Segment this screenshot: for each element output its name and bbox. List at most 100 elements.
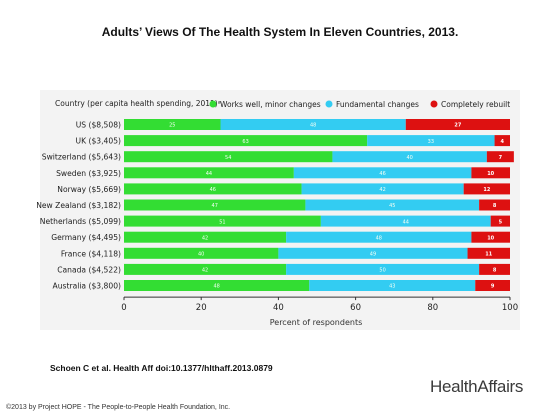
data-label-norway-works-well-minor-changes: 46 <box>210 187 216 193</box>
data-label-norway-completely-rebuilt: 12 <box>483 187 490 193</box>
data-label-norway-fundamental-changes: 42 <box>379 187 385 193</box>
data-label-germany-works-well-minor-changes: 42 <box>202 235 208 241</box>
legend-swatch-rebuilt <box>430 100 438 108</box>
bar-new-zealand-fundamental-changes <box>305 199 480 211</box>
bar-canada-works-well-minor-changes <box>124 263 287 275</box>
data-label-france-works-well-minor-changes: 40 <box>198 252 204 258</box>
bar-australia-completely-rebuilt <box>475 280 510 291</box>
y-tick-label-australia: Australia ($3,800) <box>53 282 122 291</box>
bar-sweden-completely-rebuilt <box>471 167 510 179</box>
bar-uk-works-well-minor-changes <box>124 135 368 147</box>
data-label-sweden-works-well-minor-changes: 44 <box>206 171 212 177</box>
legend-label-fundamental: Fundamental changes <box>336 100 419 109</box>
data-label-netherlands-works-well-minor-changes: 51 <box>219 219 225 225</box>
data-label-uk-fundamental-changes: 33 <box>428 139 434 145</box>
y-tick-label-canada: Canada ($4,522) <box>57 265 121 274</box>
bar-sweden-fundamental-changes <box>293 167 472 179</box>
data-label-canada-fundamental-changes: 50 <box>379 268 385 274</box>
bar-france-works-well-minor-changes <box>124 247 279 259</box>
bar-switzerland-works-well-minor-changes <box>124 151 333 163</box>
bar-switzerland-completely-rebuilt <box>486 151 514 163</box>
data-label-canada-works-well-minor-changes: 42 <box>202 268 208 274</box>
bar-netherlands-completely-rebuilt <box>490 215 510 227</box>
x-axis-label: Percent of respondents <box>270 318 363 327</box>
bar-new-zealand-completely-rebuilt <box>479 199 510 211</box>
stacked-bar-chart: Country (per capita health spending, 201… <box>36 90 520 330</box>
bar-france-fundamental-changes <box>278 247 468 259</box>
bar-uk-completely-rebuilt <box>494 135 510 147</box>
bar-canada-completely-rebuilt <box>479 263 510 275</box>
bar-germany-fundamental-changes <box>286 231 472 243</box>
legend-label-works-well: Works well, minor changes <box>220 100 321 109</box>
bar-australia-works-well-minor-changes <box>124 280 310 291</box>
legend-label-rebuilt: Completely rebuilt <box>441 100 510 109</box>
data-label-switzerland-completely-rebuilt: 7 <box>499 155 503 161</box>
data-label-new-zealand-completely-rebuilt: 8 <box>493 203 497 209</box>
x-tick-label-0: 0 <box>121 303 126 313</box>
data-label-canada-completely-rebuilt: 8 <box>493 268 497 274</box>
data-label-uk-works-well-minor-changes: 63 <box>242 139 248 145</box>
data-label-australia-fundamental-changes: 43 <box>389 284 395 290</box>
x-tick-label-60: 60 <box>350 303 361 313</box>
copyright-notice: ©2013 by Project HOPE - The People-to-Pe… <box>6 404 231 411</box>
bar-us-completely-rebuilt <box>405 119 510 130</box>
bar-norway-completely-rebuilt <box>463 183 510 195</box>
legend-swatch-works-well <box>209 100 217 108</box>
x-axis: 0 20 40 60 80 100 <box>121 296 518 313</box>
bar-germany-completely-rebuilt <box>471 231 510 243</box>
bar-us-fundamental-changes <box>220 119 406 130</box>
bars-group: 25 48 27 63 33 4 54 40 7 44 46 10 46 42 12 47 45 8 51 44 5 42… <box>124 119 514 291</box>
x-tick-label-80: 80 <box>427 303 438 313</box>
bar-france-completely-rebuilt <box>467 247 510 259</box>
data-label-us-works-well-minor-changes: 25 <box>169 123 175 129</box>
data-label-us-completely-rebuilt: 27 <box>454 123 461 129</box>
x-tick-label-40: 40 <box>273 303 284 313</box>
data-label-france-completely-rebuilt: 11 <box>485 252 492 258</box>
data-label-netherlands-fundamental-changes: 44 <box>403 219 409 225</box>
y-tick-label-germany: Germany ($4,495) <box>51 233 121 242</box>
y-tick-label-norway: Norway ($5,669) <box>57 185 121 194</box>
bar-germany-works-well-minor-changes <box>124 231 287 243</box>
data-label-netherlands-completely-rebuilt: 5 <box>499 219 503 225</box>
y-tick-label-new-zealand: New Zealand ($3,182) <box>36 201 121 210</box>
data-label-australia-completely-rebuilt: 9 <box>491 284 495 290</box>
x-tick-label-20: 20 <box>196 303 207 313</box>
bar-australia-fundamental-changes <box>309 280 476 291</box>
y-tick-label-uk: UK ($3,405) <box>76 137 121 146</box>
data-label-us-fundamental-changes: 48 <box>310 123 316 129</box>
y-axis-title: Country (per capita health spending, 201… <box>55 99 221 108</box>
page-title: Adults’ Views Of The Health System In El… <box>101 25 459 39</box>
legend-swatch-fundamental <box>325 100 333 108</box>
bar-sweden-works-well-minor-changes <box>124 167 294 179</box>
data-label-uk-completely-rebuilt: 4 <box>501 139 505 145</box>
data-label-switzerland-fundamental-changes: 40 <box>406 155 412 161</box>
bar-norway-fundamental-changes <box>301 183 464 195</box>
bar-new-zealand-works-well-minor-changes <box>124 199 306 211</box>
y-tick-label-netherlands: Netherlands ($5,099) <box>40 217 121 226</box>
y-tick-labels: US ($8,508) UK ($3,405) Switzerland ($5,64… <box>36 121 121 291</box>
bar-norway-works-well-minor-changes <box>124 183 302 195</box>
data-label-sweden-completely-rebuilt: 10 <box>487 171 494 177</box>
bar-netherlands-fundamental-changes <box>320 215 491 227</box>
data-label-sweden-fundamental-changes: 46 <box>379 171 385 177</box>
data-label-new-zealand-works-well-minor-changes: 47 <box>212 203 218 209</box>
data-label-new-zealand-fundamental-changes: 45 <box>389 203 395 209</box>
data-label-germany-fundamental-changes: 48 <box>376 235 382 241</box>
y-tick-label-france: France ($4,118) <box>61 249 121 258</box>
bar-canada-fundamental-changes <box>286 263 480 275</box>
bar-switzerland-fundamental-changes <box>332 151 487 163</box>
bar-uk-fundamental-changes <box>367 135 495 147</box>
legend: Works well, minor changes Fundamental ch… <box>209 100 510 109</box>
y-tick-label-us: US ($8,508) <box>76 121 121 130</box>
citation: Schoen C et al. Health Aff doi:10.1377/h… <box>50 363 273 373</box>
bar-us-works-well-minor-changes <box>124 119 221 130</box>
x-tick-label-100: 100 <box>502 303 518 313</box>
health-affairs-logo: HealthAffairs <box>430 377 524 396</box>
bar-netherlands-works-well-minor-changes <box>124 215 321 227</box>
data-label-australia-works-well-minor-changes: 48 <box>213 284 219 290</box>
data-label-france-fundamental-changes: 49 <box>370 252 376 258</box>
data-label-switzerland-works-well-minor-changes: 54 <box>225 155 231 161</box>
data-label-germany-completely-rebuilt: 10 <box>487 235 494 241</box>
y-tick-label-sweden: Sweden ($3,925) <box>56 169 121 178</box>
y-tick-label-switzerland: Switzerland ($5,643) <box>42 153 121 162</box>
